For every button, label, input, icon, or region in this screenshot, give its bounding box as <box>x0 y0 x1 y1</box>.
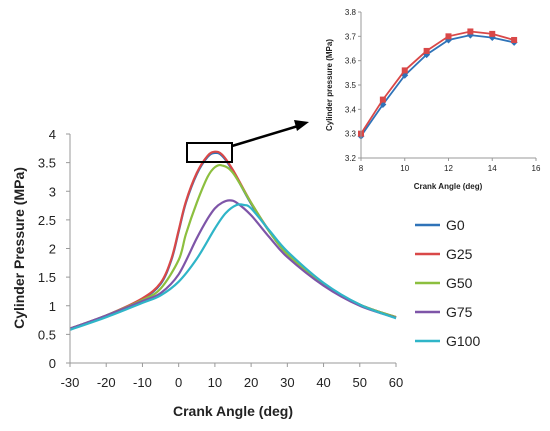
legend-label-g50: G50 <box>446 275 473 291</box>
main-x-tick-label: 50 <box>353 375 367 390</box>
main-x-tick-label: 20 <box>244 375 258 390</box>
main-x-tick-label: 0 <box>175 375 182 390</box>
main-y-tick-label: 3 <box>49 184 56 199</box>
legend-label-g75: G75 <box>446 304 473 320</box>
zoom-arrowhead <box>294 120 309 131</box>
main-y-tick-label: 4 <box>49 127 56 142</box>
legend-label-g0: G0 <box>446 217 465 233</box>
main-x-axis-title: Crank Angle (deg) <box>173 403 293 419</box>
main-x-tick-label: 10 <box>208 375 222 390</box>
main-y-tick-label: 3.5 <box>38 156 56 171</box>
main-y-tick-label: 0 <box>49 356 56 371</box>
series-line-g0 <box>69 151 397 330</box>
main-x-tick-label: 30 <box>280 375 294 390</box>
main-y-tick-label: 1.5 <box>38 270 56 285</box>
zoom-arrow <box>231 124 299 148</box>
legend-label-g100: G100 <box>446 333 480 349</box>
main-y-tick-label: 0.5 <box>38 327 56 342</box>
series-line-g75 <box>69 199 397 330</box>
legend-label-g25: G25 <box>446 246 473 262</box>
main-y-axis-title: Cylinder Pressure (MPa) <box>11 167 27 329</box>
series-line-g50 <box>69 163 397 330</box>
legend: G0 G25 G50 G75 G100 <box>415 217 480 349</box>
main-x-tick-label: -10 <box>133 375 152 390</box>
main-x-tick-label: -30 <box>61 375 80 390</box>
main-y-tick-label: 1 <box>49 299 56 314</box>
main-y-tick-label: 2 <box>49 242 56 257</box>
main-x-tick-label: -20 <box>97 375 116 390</box>
series-line-g25 <box>69 150 397 330</box>
main-y-tick-label: 2.5 <box>38 213 56 228</box>
series-line-g100 <box>69 203 397 331</box>
main-x-tick-label: 60 <box>389 375 403 390</box>
zoom-region-box <box>186 142 233 163</box>
main-x-tick-label: 40 <box>316 375 330 390</box>
